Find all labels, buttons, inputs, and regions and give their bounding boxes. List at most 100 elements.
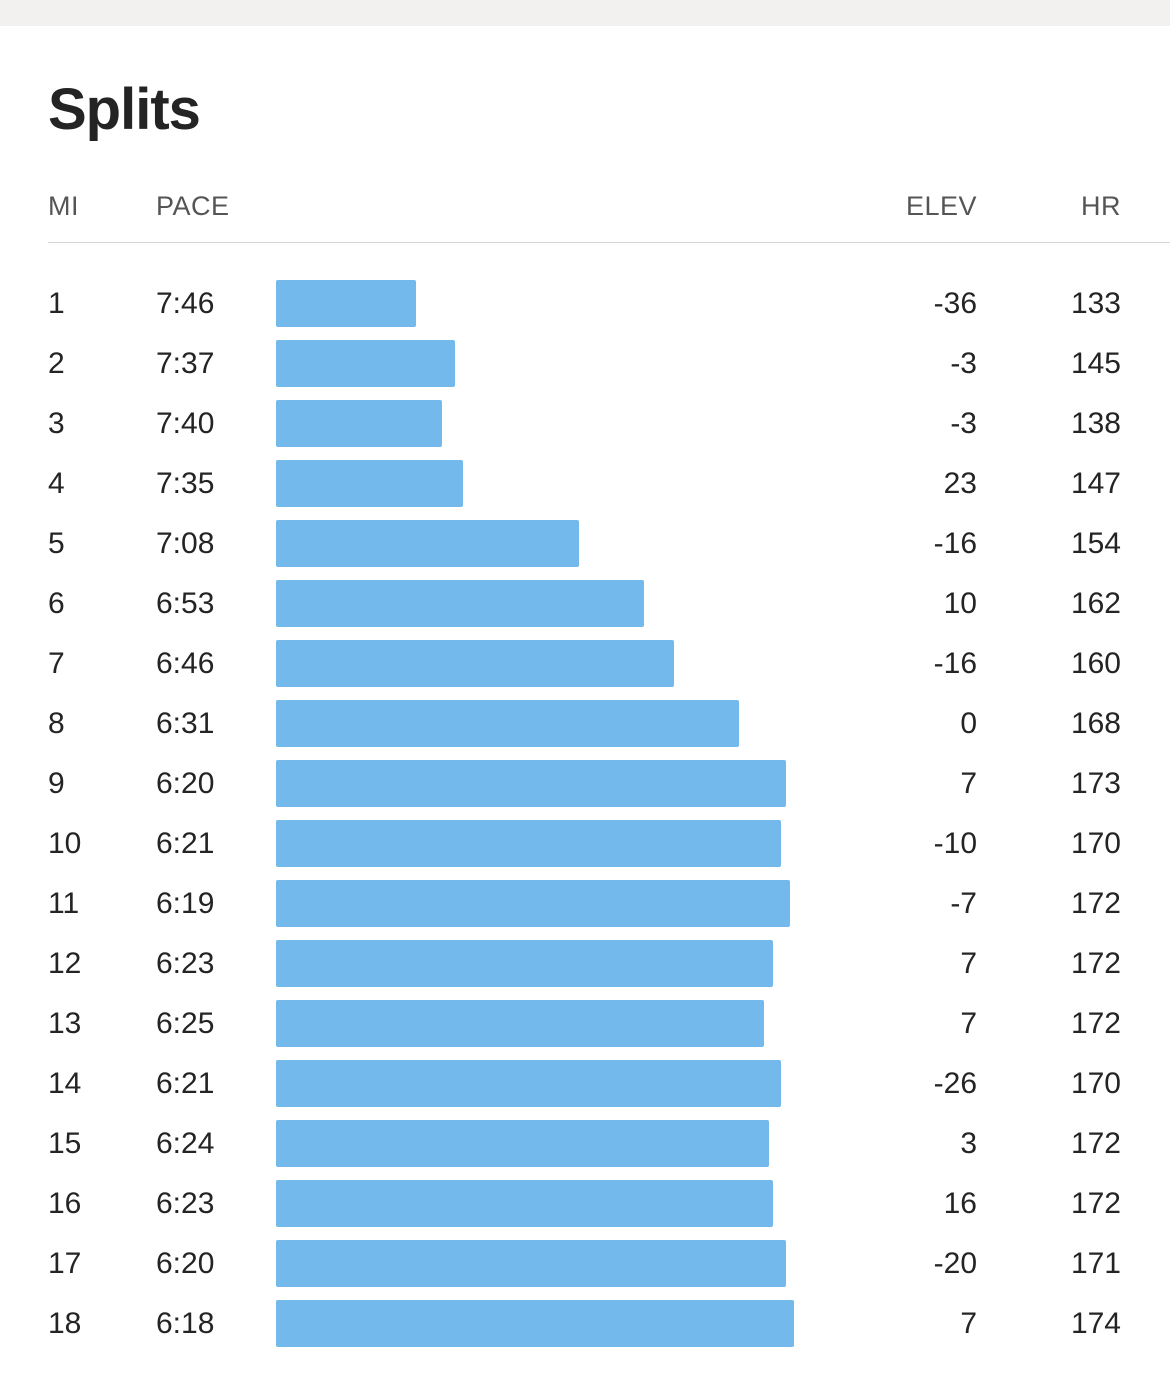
split-mile: 13 <box>48 1007 82 1040</box>
split-pace: 6:46 <box>156 647 215 680</box>
split-heart-rate: 172 <box>1070 1127 1121 1160</box>
split-mile: 18 <box>48 1307 82 1340</box>
pace-bar <box>276 760 786 807</box>
pace-bar <box>276 1180 773 1227</box>
split-pace: 7:37 <box>156 347 215 380</box>
split-row: 6 6:53 10 162 <box>0 574 1170 634</box>
split-mile: 4 <box>48 467 65 500</box>
split-heart-rate: 147 <box>1070 467 1121 500</box>
split-heart-rate: 154 <box>1070 527 1121 560</box>
split-row: 11 6:19 -7 172 <box>0 874 1170 934</box>
top-bar <box>0 0 1170 26</box>
split-mile: 16 <box>48 1187 82 1220</box>
header-mi: MI <box>48 191 79 221</box>
split-pace: 6:31 <box>156 707 215 740</box>
split-heart-rate: 171 <box>1070 1247 1121 1280</box>
split-pace: 7:35 <box>156 467 215 500</box>
split-heart-rate: 172 <box>1070 947 1121 980</box>
split-heart-rate: 170 <box>1070 1067 1121 1100</box>
split-mile: 17 <box>48 1247 82 1280</box>
split-heart-rate: 174 <box>1070 1307 1121 1340</box>
split-mile: 2 <box>48 347 65 380</box>
split-pace: 6:53 <box>156 587 215 620</box>
split-elevation: -3 <box>950 347 977 380</box>
split-heart-rate: 168 <box>1070 707 1121 740</box>
split-row: 18 6:18 7 174 <box>0 1294 1170 1354</box>
split-row: 2 7:37 -3 145 <box>0 334 1170 394</box>
split-elevation: -20 <box>933 1247 977 1280</box>
split-mile: 3 <box>48 407 65 440</box>
split-row: 13 6:25 7 172 <box>0 994 1170 1054</box>
pace-bar <box>276 520 579 567</box>
split-mile: 10 <box>48 827 82 860</box>
pace-bar <box>276 460 463 507</box>
split-elevation: 7 <box>960 947 977 980</box>
split-elevation: 7 <box>960 1007 977 1040</box>
page-title: Splits <box>48 77 201 142</box>
split-elevation: -36 <box>933 287 977 320</box>
split-elevation: -16 <box>933 647 977 680</box>
split-elevation: -10 <box>933 827 977 860</box>
split-mile: 9 <box>48 767 65 800</box>
split-elevation: 23 <box>943 467 977 500</box>
pace-bar <box>276 820 781 867</box>
pace-bar <box>276 400 442 447</box>
split-pace: 6:23 <box>156 1187 215 1220</box>
pace-bar <box>276 1300 794 1347</box>
splits-card: Splits MI PACE ELEV HR 1 7:46 -36 133 2 7:37-… <box>0 26 1170 1377</box>
pace-bar <box>276 640 674 687</box>
split-mile: 12 <box>48 947 82 980</box>
split-pace: 6:19 <box>156 887 215 920</box>
split-pace: 6:20 <box>156 1247 215 1280</box>
pace-bar <box>276 1120 769 1167</box>
split-row: 3 7:40 -3 138 <box>0 394 1170 454</box>
split-pace: 7:08 <box>156 527 215 560</box>
split-heart-rate: 172 <box>1070 887 1121 920</box>
split-row: 16 6:23 16 172 <box>0 1174 1170 1234</box>
split-heart-rate: 170 <box>1070 827 1121 860</box>
pace-bar <box>276 700 739 747</box>
split-heart-rate: 145 <box>1070 347 1121 380</box>
split-elevation: -16 <box>933 527 977 560</box>
split-elevation: 0 <box>960 707 977 740</box>
split-row: 14 6:21 -26 170 <box>0 1054 1170 1114</box>
split-elevation: 7 <box>960 1307 977 1340</box>
pace-bar <box>276 1240 786 1287</box>
pace-bar <box>276 1060 781 1107</box>
split-heart-rate: 138 <box>1070 407 1121 440</box>
split-elevation: 3 <box>960 1127 977 1160</box>
split-elevation: -26 <box>933 1067 977 1100</box>
pace-bar <box>276 280 416 327</box>
split-mile: 8 <box>48 707 65 740</box>
split-elevation: -7 <box>950 887 977 920</box>
split-pace: 6:24 <box>156 1127 215 1160</box>
split-row: 1 7:46 -36 133 <box>0 274 1170 334</box>
split-mile: 14 <box>48 1067 82 1100</box>
split-pace: 6:25 <box>156 1007 215 1040</box>
split-heart-rate: 160 <box>1070 647 1121 680</box>
split-pace: 7:46 <box>156 287 215 320</box>
split-heart-rate: 172 <box>1070 1007 1121 1040</box>
split-row: 8 6:31 0 168 <box>0 694 1170 754</box>
split-row: 15 6:24 3 172 <box>0 1114 1170 1174</box>
split-pace: 6:18 <box>156 1307 215 1340</box>
split-row: 9 6:20 7 173 <box>0 754 1170 814</box>
pace-bar <box>276 1000 764 1047</box>
pace-bar <box>276 880 790 927</box>
split-pace: 6:20 <box>156 767 215 800</box>
split-mile: 6 <box>48 587 65 620</box>
header-divider <box>48 242 1170 243</box>
split-elevation: 10 <box>943 587 977 620</box>
split-heart-rate: 133 <box>1070 287 1121 320</box>
split-heart-rate: 173 <box>1070 767 1121 800</box>
split-row: 17 6:20 -20 171 <box>0 1234 1170 1294</box>
pace-bar <box>276 940 773 987</box>
pace-bar <box>276 580 644 627</box>
split-elevation: 7 <box>960 767 977 800</box>
split-row: 7 6:46 -16 160 <box>0 634 1170 694</box>
split-heart-rate: 172 <box>1070 1187 1121 1220</box>
split-row: 10 6:21 -10 170 <box>0 814 1170 874</box>
split-row: 12 6:23 7 172 <box>0 934 1170 994</box>
split-pace: 6:21 <box>156 827 215 860</box>
header-hr: HR <box>1081 191 1121 221</box>
